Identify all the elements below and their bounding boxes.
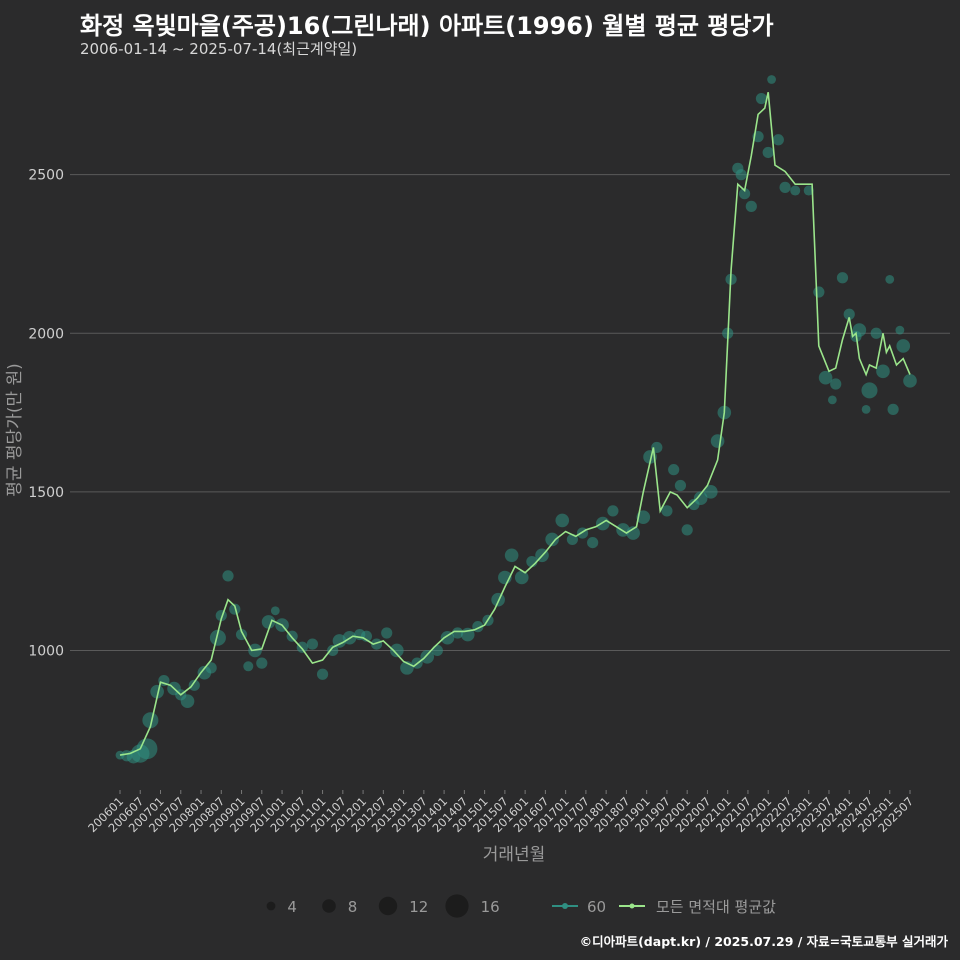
line-series-average (119, 92, 911, 756)
scatter-point (661, 505, 673, 517)
scatter-point (693, 491, 708, 505)
scatter-point (772, 134, 784, 146)
scatter-point (296, 641, 308, 653)
scatter-point (779, 181, 791, 193)
scatter-point (827, 395, 837, 405)
scatter-point (261, 615, 276, 629)
legend-size-label: 12 (409, 898, 428, 916)
chart-title: 화정 옥빛마을(주공)16(그린나래) 아파트(1996) 월별 평균 평당가 (80, 12, 774, 40)
y-tick-label: 2000 (28, 326, 64, 342)
scatter-point (885, 274, 895, 284)
legend-size-dot (322, 899, 336, 913)
average-line (119, 92, 911, 756)
scatter-point (607, 505, 619, 517)
scatter-point (876, 364, 890, 379)
scatter-point (895, 325, 905, 335)
grid-lines (70, 174, 950, 651)
scatter-point (420, 649, 435, 664)
scatter-point (843, 308, 855, 320)
legend: 4 8 12 16 60 모든 면적대 평균값 (266, 894, 776, 918)
y-tick-label: 1000 (28, 643, 64, 659)
scatter-point (704, 485, 718, 499)
legend-size-dot (445, 894, 469, 918)
scatter-point (306, 638, 319, 650)
scatter-point (188, 679, 200, 691)
scatter-point (491, 592, 505, 607)
scatter-point (896, 339, 911, 353)
scatter-point (595, 516, 610, 531)
y-tick-label: 2500 (28, 168, 64, 184)
scatter-point (555, 513, 570, 528)
scatter-point (738, 188, 751, 200)
scatter-point (903, 374, 917, 388)
legend-size-label: 8 (348, 898, 358, 916)
scatter-point (836, 272, 849, 284)
scatter-point (150, 684, 164, 699)
legend-average-dot (629, 903, 635, 909)
scatter-point (381, 627, 393, 639)
scatter-point (813, 286, 825, 298)
chart-subtitle: 2006-01-14 ~ 2025-07-14(최근계약일) (80, 40, 358, 58)
scatter-point (870, 327, 882, 339)
scatter-point (626, 526, 640, 540)
scatter-point (370, 638, 383, 650)
scatter-point (209, 629, 226, 646)
legend-60-label: 60 (587, 898, 606, 916)
legend-size-dot (266, 901, 276, 911)
scatter-point (180, 694, 195, 708)
scatter-point (327, 644, 339, 657)
scatter-point (735, 169, 747, 181)
x-axis: 2006012006072007012007072008012008072009… (85, 790, 916, 835)
legend-size-label: 16 (481, 898, 500, 916)
scatter-point (256, 657, 268, 669)
scatter-point (222, 570, 234, 582)
scatter-point (545, 532, 559, 547)
scatter-point (205, 662, 217, 674)
scatter-point (755, 92, 768, 105)
scatter-point (514, 570, 529, 585)
scatter-point (887, 403, 899, 415)
scatter-point (762, 146, 774, 159)
scatter-point (142, 712, 159, 729)
scatter-point (390, 643, 404, 658)
scatter-series-60 (115, 75, 917, 764)
legend-size-dot (378, 896, 398, 916)
scatter-point (674, 479, 687, 492)
scatter-point (431, 644, 443, 657)
scatter-point (861, 382, 878, 399)
legend-size-label: 4 (287, 898, 297, 916)
scatter-point (668, 464, 680, 476)
scatter-point (270, 606, 280, 616)
scatter-point (504, 548, 519, 563)
y-axis-label: 평균 평당가(만 원) (5, 363, 25, 497)
scatter-point (243, 661, 254, 672)
scatter-point (710, 434, 725, 448)
legend-60-dot (562, 903, 568, 909)
scatter-point (316, 668, 329, 680)
scatter-point (803, 185, 814, 196)
scatter-point (229, 603, 241, 615)
scatter-point (790, 185, 801, 196)
scatter-point (587, 536, 599, 549)
scatter-point (745, 200, 757, 212)
scatter-point (818, 370, 833, 385)
x-axis-label: 거래년월 (483, 845, 546, 865)
legend-average-label: 모든 면적대 평균값 (656, 898, 776, 916)
scatter-point (636, 510, 651, 525)
footer-credit: ©디아파트(dapt.kr) / 2025.07.29 / 자료=국토교통부 실… (579, 934, 948, 949)
y-tick-label: 1500 (28, 485, 64, 501)
scatter-point (681, 524, 693, 536)
scatter-point (861, 404, 871, 414)
scatter-point (830, 378, 842, 390)
scatter-point (452, 627, 464, 639)
y-axis: 1000 1500 2000 2500 (28, 168, 64, 660)
scatter-point (767, 75, 776, 84)
